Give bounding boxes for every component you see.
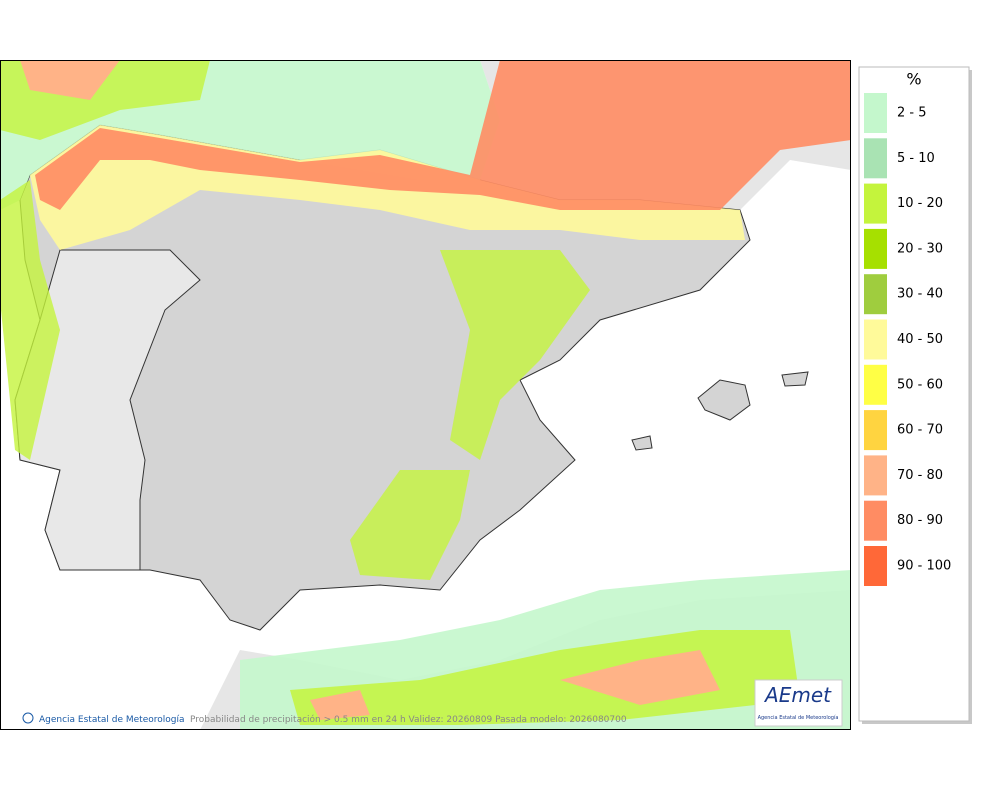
caption: Probabilidad de precipitación > 0.5 mm e… (190, 714, 627, 725)
legend-label: 10 - 20 (897, 196, 943, 211)
legend-swatch (864, 364, 887, 405)
precip-se (350, 470, 470, 580)
precip-80-90 (35, 60, 851, 210)
legend-title: % (906, 70, 921, 89)
precip-10-20-land (0, 180, 590, 460)
legend-swatch (864, 228, 887, 269)
legend-label: 50 - 60 (897, 377, 943, 392)
agency-credit: Agencia Estatal de Meteorología (39, 715, 185, 725)
legend: % 2 - 5 5 - 10 10 - 20 20 - 30 30 - 40 40 - 5… (858, 66, 972, 724)
balearic-islands (631, 371, 809, 451)
map-frame (0, 60, 851, 730)
legend-swatch (864, 274, 887, 315)
legend-swatch (864, 410, 887, 451)
legend-swatch (864, 93, 887, 133)
legend-swatch (864, 546, 887, 586)
legend-label: 5 - 10 (897, 151, 935, 166)
legend-label: 20 - 30 (897, 241, 943, 256)
logo-subtitle: Agencia Estatal de Meteorología (758, 714, 839, 721)
legend-label: 40 - 50 (897, 332, 943, 347)
map: Agencia Estatal de Meteorología Probabil… (0, 60, 851, 730)
legend-label: 80 - 90 (897, 513, 943, 528)
legend-label: 90 - 100 (897, 559, 951, 574)
precip-atlas-high (310, 650, 720, 720)
legend-swatch (864, 183, 887, 224)
legend-swatch (864, 500, 887, 541)
copyright-icon (22, 712, 34, 724)
legend-label: 30 - 40 (897, 287, 943, 302)
precip-70-80 (20, 60, 120, 100)
legend-label: 70 - 80 (897, 468, 943, 483)
legend-label: 60 - 70 (897, 423, 943, 438)
legend-label: 2 - 5 (897, 106, 927, 121)
legend-swatch (864, 455, 887, 496)
legend-swatch (864, 319, 887, 360)
precip-atlas (290, 630, 800, 725)
legend-swatch (864, 138, 887, 179)
logo-name: AEmet (763, 683, 832, 707)
logo-box (754, 679, 843, 727)
